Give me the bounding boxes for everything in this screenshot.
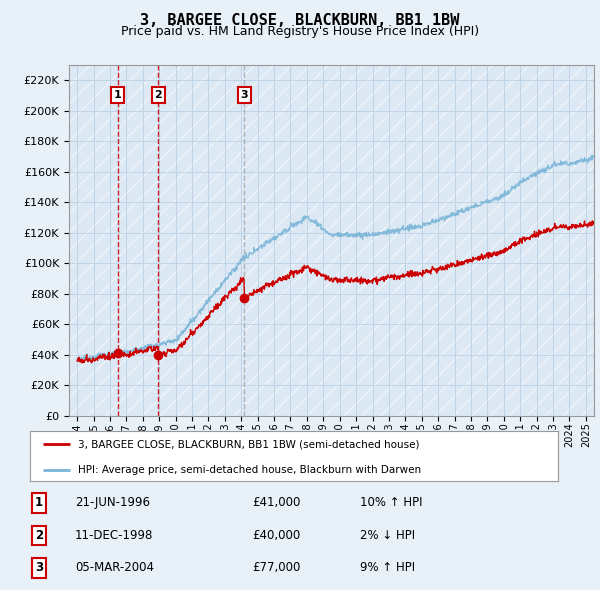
Text: 2: 2	[154, 90, 162, 100]
Text: HPI: Average price, semi-detached house, Blackburn with Darwen: HPI: Average price, semi-detached house,…	[77, 465, 421, 475]
Text: 9% ↑ HPI: 9% ↑ HPI	[360, 561, 415, 575]
Text: 21-JUN-1996: 21-JUN-1996	[75, 496, 150, 510]
Text: 05-MAR-2004: 05-MAR-2004	[75, 561, 154, 575]
Text: 10% ↑ HPI: 10% ↑ HPI	[360, 496, 422, 510]
Text: £77,000: £77,000	[252, 561, 301, 575]
Text: £41,000: £41,000	[252, 496, 301, 510]
Text: 1: 1	[35, 496, 43, 510]
Text: Price paid vs. HM Land Registry's House Price Index (HPI): Price paid vs. HM Land Registry's House …	[121, 25, 479, 38]
Text: 3, BARGEE CLOSE, BLACKBURN, BB1 1BW: 3, BARGEE CLOSE, BLACKBURN, BB1 1BW	[140, 13, 460, 28]
Text: 3: 3	[241, 90, 248, 100]
Text: 3, BARGEE CLOSE, BLACKBURN, BB1 1BW (semi-detached house): 3, BARGEE CLOSE, BLACKBURN, BB1 1BW (sem…	[77, 439, 419, 449]
Text: 2% ↓ HPI: 2% ↓ HPI	[360, 529, 415, 542]
Text: 1: 1	[114, 90, 122, 100]
Text: 3: 3	[35, 561, 43, 575]
Text: 11-DEC-1998: 11-DEC-1998	[75, 529, 154, 542]
Text: 2: 2	[35, 529, 43, 542]
Text: £40,000: £40,000	[252, 529, 300, 542]
